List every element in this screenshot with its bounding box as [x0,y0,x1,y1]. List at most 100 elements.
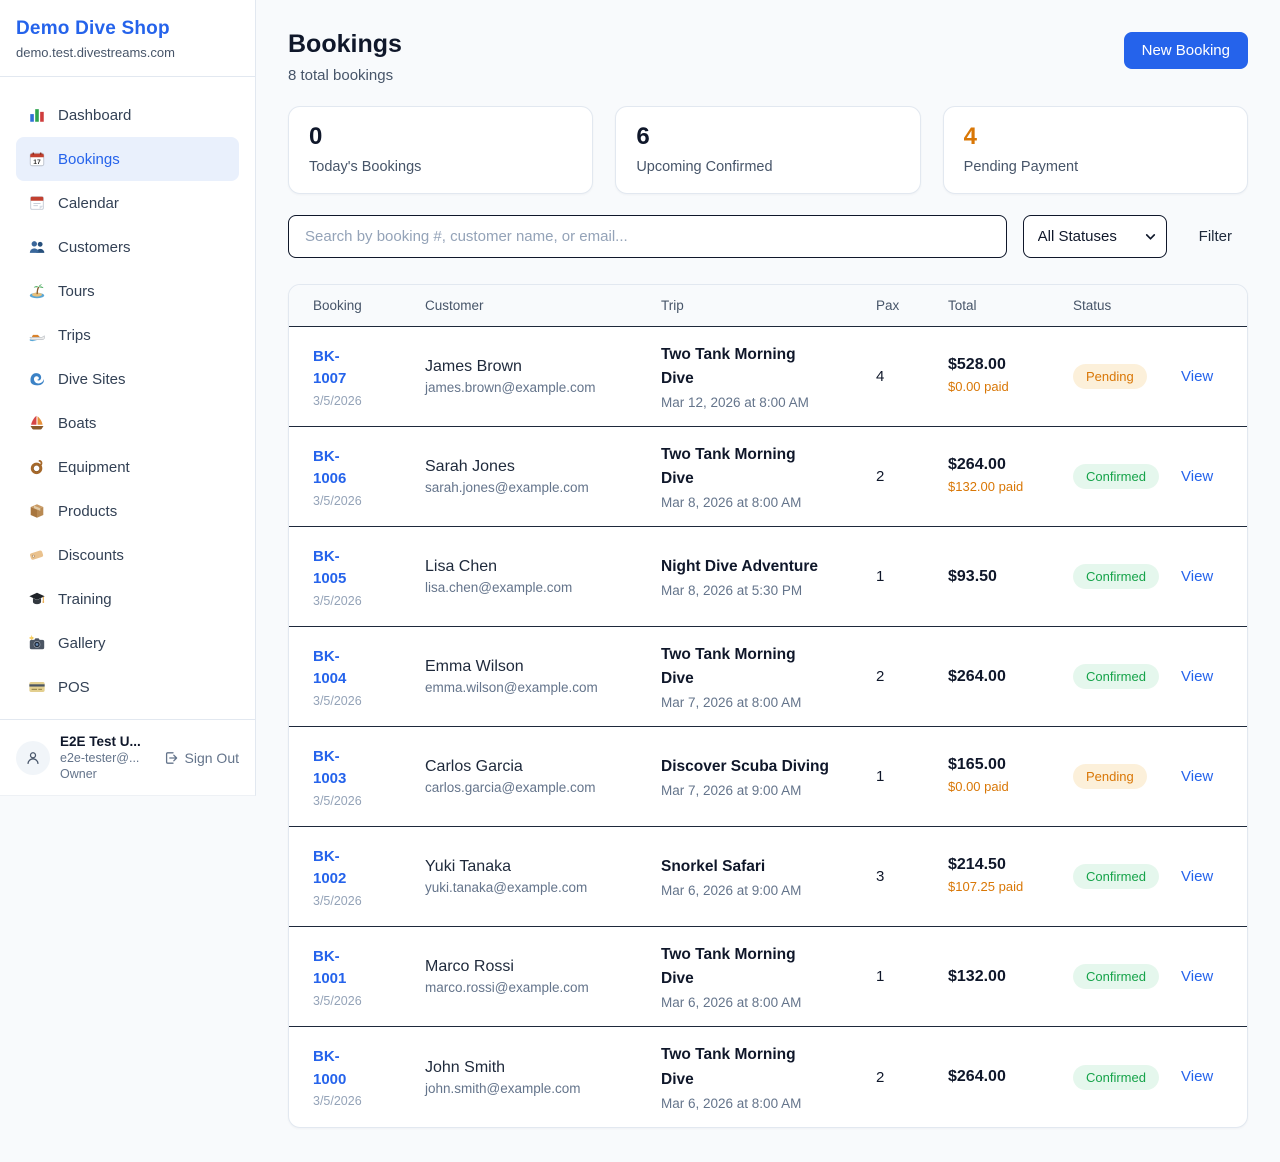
new-booking-button[interactable]: New Booking [1123,32,1248,69]
booking-number-link[interactable]: BK-1002 [313,847,347,888]
booking-date: 3/5/2026 [313,793,362,808]
graduation-cap-icon [28,590,46,608]
total-amount: $132.00 [948,967,1006,985]
booking-number-link[interactable]: BK-1000 [313,1048,347,1088]
view-link[interactable]: View [1181,1068,1214,1085]
view-link[interactable]: View [1181,467,1214,485]
sidebar-item-label: Dive Sites [58,370,126,388]
person-icon [27,751,39,764]
sidebar-item-trips[interactable]: Trips [16,313,239,357]
customer-name: Yuki Tanaka [425,858,511,875]
column-header-customer: Customer [425,298,484,313]
sidebar-item-training[interactable]: Training [16,577,239,621]
view-link[interactable]: View [1181,767,1214,785]
pax-count: 2 [876,1068,885,1086]
sidebar-item-label: Tours [58,282,95,300]
sidebar-item-label: Calendar [58,194,119,212]
stat-value: 4 [963,123,978,150]
view-link[interactable]: View [1181,567,1214,585]
sidebar-item-label: Products [58,502,118,520]
sidebar-item-bookings[interactable]: 17 Bookings [16,137,239,181]
sidebar-item-boats[interactable]: Boats [16,401,239,445]
pax-count: 1 [876,968,885,985]
filter-button[interactable]: Filter [1198,228,1232,245]
trip-datetime: Mar 8, 2026 at 5:30 PM [661,583,803,598]
status-badge: Pending [1073,364,1147,389]
avatar [16,740,50,775]
total-amount: $264.00 [948,667,1006,685]
desert-island-icon [28,282,46,300]
paid-amount: $132.00 paid [948,479,1024,495]
booking-number-link[interactable]: BK-1005 [313,547,347,588]
sidebar-item-calendar[interactable]: Calendar [16,181,239,225]
pax-count: 1 [876,568,885,585]
customer-email: emma.wilson@example.com [425,680,598,695]
trip-datetime: Mar 12, 2026 at 8:00 AM [661,395,809,411]
user-info: E2E Test U... e2e-tester@... Owner [60,734,153,781]
diving-mask-icon [28,458,46,476]
trip-name: Two Tank Morning Dive [661,945,796,987]
booking-number-link[interactable]: BK-1004 [313,647,347,688]
sidebar-item-tours[interactable]: Tours [16,269,239,313]
table-row: BK-1000 3/5/2026 John Smith john.smith@e… [289,1027,1247,1127]
status-badge: Confirmed [1073,664,1159,689]
customer-name: Carlos Garcia [425,758,523,775]
pax-count: 2 [876,468,885,485]
sidebar-item-pos[interactable]: POS [16,665,239,709]
bar-chart-icon [28,106,46,124]
sidebar-item-products[interactable]: Products [16,489,239,533]
sidebar-nav: Dashboard 17 Bookings Calendar Customers… [0,77,255,719]
search-input[interactable] [288,215,1007,258]
sidebar-item-gallery[interactable]: Gallery [16,621,239,665]
camera-flash-icon [28,634,46,652]
booking-number-link[interactable]: BK-1001 [313,947,347,988]
status-badge: Confirmed [1073,464,1159,489]
sidebar-item-equipment[interactable]: Equipment [16,445,239,489]
view-link[interactable]: View [1181,367,1214,385]
customer-email: sarah.jones@example.com [425,480,589,495]
table-row: BK-1007 3/5/2026 James Brown james.brown… [289,327,1247,427]
paid-amount: $0.00 paid [948,779,1009,795]
booking-number-link[interactable]: BK-1006 [313,447,347,488]
sidebar: Demo Dive Shop demo.test.divestreams.com… [0,0,256,796]
sign-out-button[interactable]: Sign Out [163,750,239,766]
sidebar-item-dashboard[interactable]: Dashboard [16,93,239,137]
column-header-pax: Pax [876,298,900,313]
stat-label: Today's Bookings [309,158,422,175]
customer-email: yuki.tanaka@example.com [425,880,588,895]
sidebar-item-discounts[interactable]: Discounts [16,533,239,577]
sidebar-item-label: Equipment [58,458,130,476]
trip-name: Snorkel Safari [661,857,766,875]
view-link[interactable]: View [1181,867,1214,885]
column-header-status: Status [1073,298,1112,313]
booking-date: 3/5/2026 [313,493,362,508]
table-row: BK-1001 3/5/2026 Marco Rossi marco.rossi… [289,927,1247,1027]
sidebar-item-customers[interactable]: Customers [16,225,239,269]
status-badge: Pending [1073,764,1147,789]
user-name: E2E Test U... [60,734,141,749]
two-people-icon [28,238,46,256]
stat-label: Upcoming Confirmed [636,158,773,175]
sidebar-item-label: Trips [58,326,91,344]
sidebar-item-label: Discounts [58,546,124,564]
view-link[interactable]: View [1181,667,1214,685]
package-icon [28,502,46,520]
pax-count: 4 [876,368,885,385]
stat-card-todays-bookings: 0 Today's Bookings [288,106,594,194]
paid-amount: $107.25 paid [948,879,1024,895]
trip-name: Two Tank Morning Dive [661,345,796,387]
user-footer: E2E Test U... e2e-tester@... Owner Sign … [0,719,255,795]
status-filter-select[interactable]: All Statuses [1022,215,1167,258]
total-amount: $264.00 [948,1068,1006,1085]
total-amount: $528.00 [948,356,1006,374]
status-badge: Confirmed [1073,964,1159,989]
sidebar-item-label: Bookings [58,150,120,168]
trip-name: Two Tank Morning Dive [661,645,796,687]
sidebar-item-label: Boats [58,414,97,432]
booking-number-link[interactable]: BK-1003 [313,747,347,788]
sidebar-item-dive-sites[interactable]: Dive Sites [16,357,239,401]
booking-number-link[interactable]: BK-1007 [313,347,347,388]
sidebar-item-label: Gallery [58,634,106,652]
view-link[interactable]: View [1181,967,1214,985]
